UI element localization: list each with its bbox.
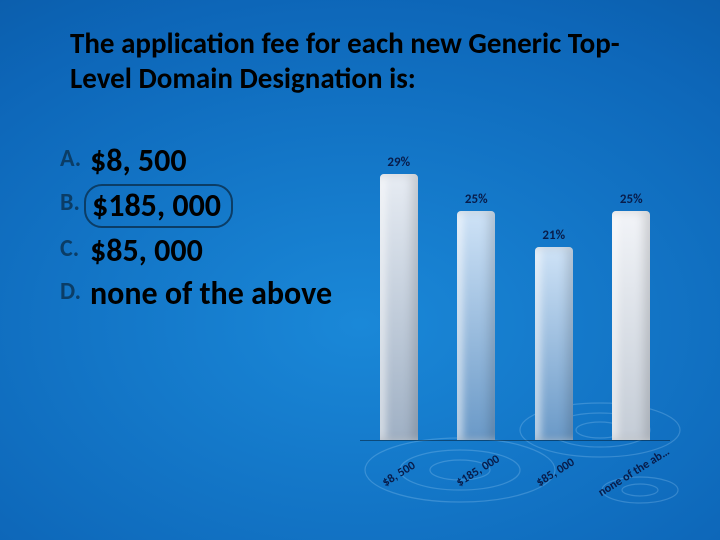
bar-group-a: 29%: [365, 155, 433, 440]
bar-value-label: 29%: [387, 155, 410, 170]
answer-text: none of the above: [90, 273, 332, 315]
chart-bars: 29% 25% 21% 25%: [360, 150, 670, 441]
chart-x-labels: $8, 500 $185, 000 $85, 000 none of the a…: [360, 444, 670, 500]
answer-c[interactable]: C. $85, 000: [60, 230, 390, 272]
answer-text: $8, 500: [90, 140, 187, 182]
bar-c: [535, 247, 573, 440]
x-label-d: none of the ab…: [596, 445, 672, 500]
response-chart: 29% 25% 21% 25% $8, 500 $185, 000 $85, 0…: [360, 150, 670, 490]
answer-letter: A.: [60, 140, 90, 178]
bar-a: [380, 174, 418, 440]
answer-a[interactable]: A. $8, 500: [60, 140, 390, 182]
bar-group-d: 25%: [597, 192, 665, 440]
answer-text-correct: $185, 000: [84, 184, 233, 228]
bar-value-label: 21%: [542, 228, 565, 243]
x-label-b: $185, 000: [454, 452, 502, 490]
answer-letter: C.: [60, 230, 90, 268]
slide: The application fee for each new Generic…: [0, 0, 720, 540]
answer-letter: D.: [60, 273, 90, 311]
question-title: The application fee for each new Generic…: [70, 26, 660, 96]
answer-text: $85, 000: [90, 230, 203, 272]
bar-value-label: 25%: [465, 192, 488, 207]
bar-value-label: 25%: [620, 192, 643, 207]
x-label-c: $85, 000: [534, 456, 577, 490]
bar-b: [457, 211, 495, 440]
answer-d[interactable]: D. none of the above: [60, 273, 390, 315]
bar-group-c: 21%: [520, 228, 588, 440]
bar-d: [612, 211, 650, 440]
x-label-a: $8, 500: [380, 459, 418, 490]
answer-b[interactable]: B. $185, 000: [60, 184, 390, 228]
bar-group-b: 25%: [442, 192, 510, 440]
answer-list: A. $8, 500 B. $185, 000 C. $85, 000 D. n…: [60, 140, 390, 317]
